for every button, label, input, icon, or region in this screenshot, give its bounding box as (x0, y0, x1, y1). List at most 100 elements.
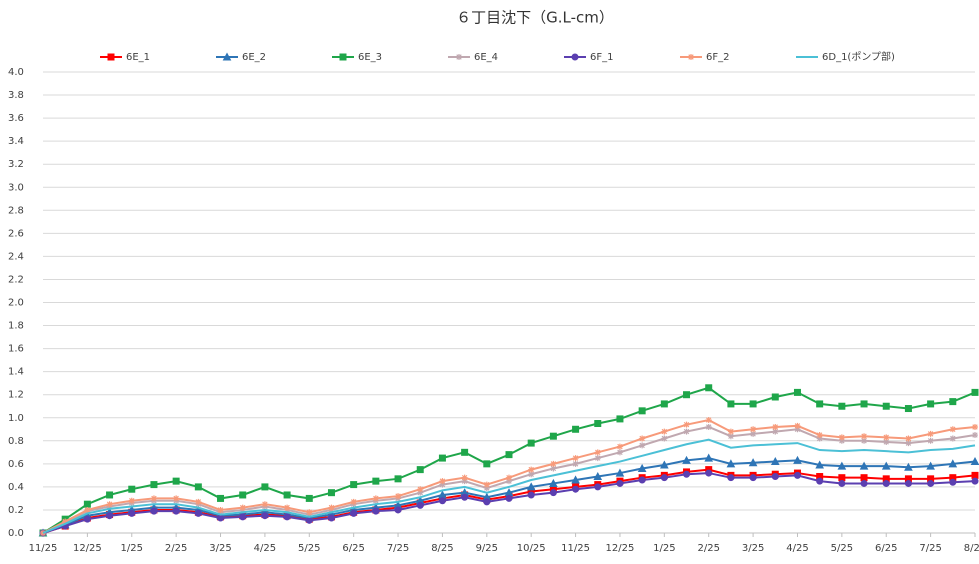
marker (150, 507, 158, 515)
marker (616, 443, 623, 450)
marker (727, 433, 734, 440)
x-tick-label: 7/25 (387, 543, 409, 554)
marker (594, 483, 602, 491)
marker (705, 423, 712, 430)
marker (505, 451, 513, 459)
marker (970, 456, 979, 466)
marker (660, 400, 668, 408)
legend-label: 6E_3 (358, 52, 382, 63)
y-tick-label: 1.8 (8, 321, 24, 332)
marker (505, 494, 513, 502)
legend-label: 6E_1 (126, 52, 150, 63)
x-tick-label: 8/25 (431, 543, 453, 554)
marker (128, 485, 136, 493)
marker (838, 474, 846, 482)
y-tick-label: 2.8 (8, 205, 24, 216)
y-tick-label: 3.8 (8, 90, 24, 101)
marker (128, 497, 135, 504)
marker (949, 398, 957, 406)
marker (283, 513, 291, 521)
chart-title: ６丁目沈下（G.L-cm） (456, 9, 614, 27)
marker (549, 478, 558, 487)
x-tick-label: 1/25 (121, 543, 143, 554)
marker (549, 432, 557, 440)
marker (261, 483, 269, 491)
marker (194, 509, 202, 517)
marker (772, 428, 779, 435)
marker (195, 498, 202, 505)
marker (461, 493, 469, 501)
marker (949, 478, 957, 486)
x-tick-label: 3/25 (209, 543, 231, 554)
marker (128, 509, 136, 517)
y-tick-label: 1.6 (8, 344, 24, 355)
marker (881, 461, 891, 470)
marker (639, 435, 646, 442)
marker (327, 514, 335, 522)
marker (816, 400, 824, 408)
y-tick-label: 0.8 (8, 436, 24, 447)
marker (394, 506, 402, 514)
marker (927, 430, 934, 437)
y-tick-label: 3.6 (8, 113, 24, 124)
marker (483, 485, 490, 492)
marker (572, 455, 579, 462)
x-tick-label: 12/25 (606, 543, 635, 554)
marker (394, 475, 402, 483)
marker (572, 425, 580, 433)
x-tick-label: 6/25 (875, 543, 897, 554)
legend-marker (222, 52, 232, 61)
marker (416, 466, 424, 474)
marker (305, 516, 313, 524)
marker (172, 477, 180, 485)
x-tick-label: 4/25 (786, 543, 808, 554)
marker (949, 426, 956, 433)
marker (150, 495, 157, 502)
y-tick-label: 2.0 (8, 298, 24, 309)
marker (882, 402, 890, 410)
marker (927, 437, 934, 444)
marker (483, 460, 491, 468)
marker (659, 460, 669, 469)
x-tick-label: 5/25 (298, 543, 320, 554)
marker (261, 512, 269, 520)
x-tick-label: 6/25 (342, 543, 364, 554)
marker (948, 459, 958, 468)
x-tick-label: 3/25 (742, 543, 764, 554)
x-tick-label: 4/25 (254, 543, 276, 554)
legend-label: 6E_2 (242, 52, 266, 63)
series (42, 438, 976, 534)
marker (106, 501, 113, 508)
marker (327, 489, 335, 497)
marker (637, 463, 647, 472)
marker (550, 460, 557, 467)
marker (927, 400, 935, 408)
marker (461, 474, 468, 481)
marker (727, 400, 735, 408)
marker (771, 393, 779, 401)
marker (239, 491, 247, 499)
y-tick-label: 0.6 (8, 459, 24, 470)
marker (661, 435, 668, 442)
marker (305, 494, 313, 502)
marker (771, 473, 779, 481)
marker (838, 479, 846, 487)
marker (749, 474, 757, 482)
marker (372, 477, 380, 485)
marker (62, 518, 69, 525)
marker (217, 514, 225, 522)
marker (861, 433, 868, 440)
marker (439, 478, 446, 485)
marker (972, 423, 978, 430)
marker (860, 474, 868, 482)
marker (594, 455, 601, 462)
marker (438, 497, 446, 505)
marker (350, 481, 358, 489)
marker (705, 384, 713, 392)
marker (972, 432, 978, 439)
marker (83, 515, 91, 523)
marker (772, 423, 779, 430)
marker (439, 481, 446, 488)
marker (239, 504, 246, 511)
marker (971, 388, 979, 396)
